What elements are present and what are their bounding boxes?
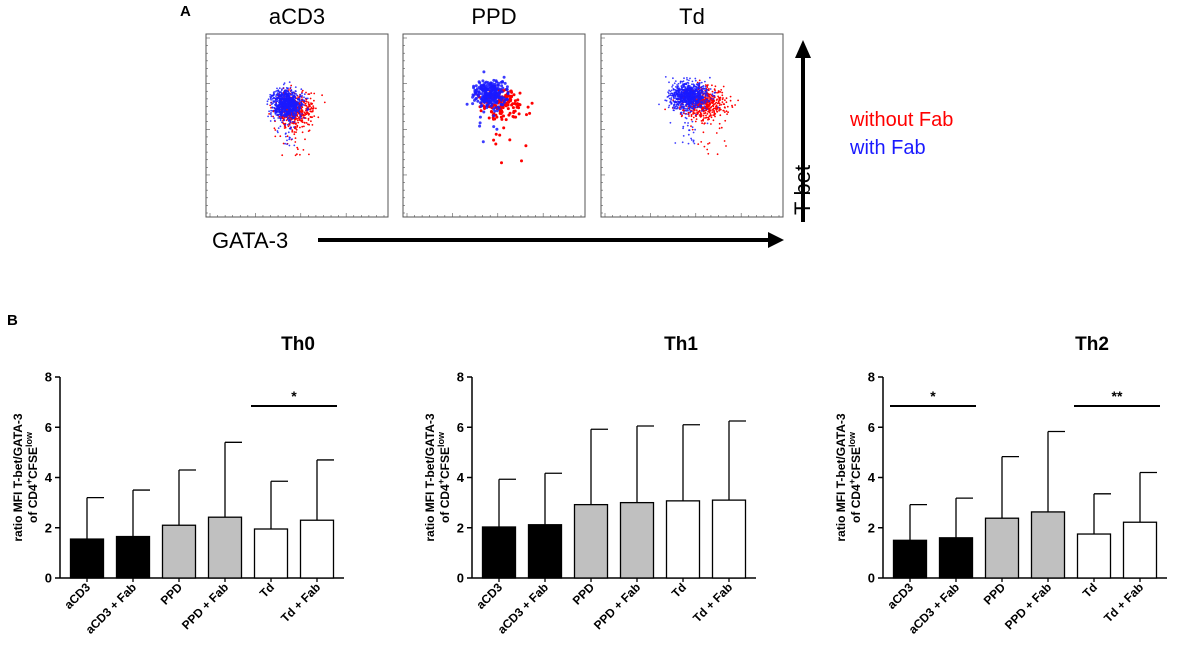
y-tick-label: 2	[45, 520, 52, 535]
bar	[1122, 521, 1158, 579]
flow-plot-title: PPD	[471, 4, 516, 29]
bar	[161, 524, 197, 579]
chart-title: Th2	[1075, 334, 1109, 355]
flow-plot-title: aCD3	[269, 4, 325, 29]
y-tick-label: 4	[45, 470, 53, 485]
category-label: Td + Fab	[690, 580, 735, 625]
y-axis-label: ratio MFI T-bet/GATA-3of CD4+CFSElow	[423, 413, 452, 542]
bar	[115, 535, 151, 579]
flow-plot-title: Td	[679, 4, 705, 29]
bar-chart-th0: Th0 ratio MFI T-bet/GATA-3of CD4+CFSElow 0…	[11, 334, 344, 637]
bar	[573, 503, 609, 579]
legend-without-fab: without Fab	[849, 109, 953, 131]
y-axis-arrowhead	[795, 40, 811, 58]
y-tick-label: 0	[457, 571, 464, 586]
category-label: Td	[1080, 580, 1100, 600]
bar	[619, 501, 655, 579]
flow-plot-ticks	[403, 37, 582, 217]
category-label: PPD + Fab	[179, 580, 231, 632]
y-tick-label: 6	[868, 420, 875, 435]
y-tick-label: 0	[868, 571, 875, 586]
flow-plot-ppd: PPD	[402, 4, 586, 218]
y-axis-name: T-bet	[790, 165, 815, 215]
legend-with-fab: with Fab	[849, 137, 926, 159]
panel-b-label: B	[7, 312, 18, 329]
category-label: Td	[257, 580, 277, 600]
category-label: PPD	[570, 580, 598, 608]
y-tick-label: 4	[457, 470, 465, 485]
with-fab-events	[658, 76, 720, 145]
category-label: Td + Fab	[1101, 580, 1146, 625]
bar	[984, 517, 1020, 579]
flow-plot-td: Td	[600, 4, 784, 218]
x-axis-arrowhead	[768, 232, 784, 248]
bar	[69, 538, 105, 579]
flow-plot-ticks	[601, 37, 780, 217]
bar	[1030, 511, 1066, 579]
bar	[938, 537, 974, 579]
flow-plot-acd3: aCD3	[205, 4, 389, 218]
bar	[207, 516, 243, 579]
bar	[299, 519, 335, 579]
y-tick-label: 6	[45, 420, 52, 435]
y-tick-label: 6	[457, 420, 464, 435]
panel-a-label: A	[180, 3, 191, 20]
significance-label: *	[291, 388, 297, 404]
flow-plot-frame	[600, 33, 784, 218]
bar	[253, 528, 289, 579]
category-label: PPD	[158, 580, 186, 608]
y-tick-label: 2	[457, 520, 464, 535]
category-label: PPD	[981, 580, 1009, 608]
category-label: Td + Fab	[278, 580, 323, 625]
flow-plot-ticks	[206, 37, 385, 217]
category-label: Td	[669, 580, 689, 600]
category-label: PPD + Fab	[1002, 580, 1054, 632]
category-label: aCD3	[474, 580, 506, 612]
bar	[481, 526, 517, 579]
category-label: PPD + Fab	[591, 580, 643, 632]
y-tick-label: 8	[457, 370, 464, 385]
bar-chart-th2: Th2 ratio MFI T-bet/GATA-3of CD4+CFSElow 0…	[834, 334, 1167, 637]
significance-label: **	[1112, 388, 1123, 404]
legend: without Fab with Fab	[849, 109, 953, 159]
bar-charts: Th0 ratio MFI T-bet/GATA-3of CD4+CFSElow 0…	[11, 334, 1167, 637]
x-axis-name: GATA-3	[212, 228, 288, 253]
y-tick-label: 0	[45, 571, 52, 586]
chart-title: Th0	[281, 334, 315, 355]
y-tick-label: 8	[868, 370, 875, 385]
significance-label: *	[930, 388, 936, 404]
with-fab-events	[465, 70, 510, 144]
y-axis-label: ratio MFI T-bet/GATA-3of CD4+CFSElow	[11, 413, 40, 542]
bar	[527, 524, 563, 579]
bar	[711, 499, 747, 579]
chart-title: Th1	[664, 334, 698, 355]
y-tick-label: 8	[45, 370, 52, 385]
bar	[892, 539, 928, 579]
y-tick-label: 2	[868, 520, 875, 535]
bar	[1076, 533, 1112, 579]
bar	[665, 500, 701, 579]
y-tick-label: 4	[868, 470, 876, 485]
y-axis-label: ratio MFI T-bet/GATA-3of CD4+CFSElow	[834, 413, 863, 542]
category-label: aCD3	[885, 580, 917, 612]
category-label: aCD3	[62, 580, 94, 612]
flow-plots: aCD3 PPD Td	[205, 4, 784, 218]
with-fab-events	[266, 81, 310, 147]
bar-chart-th1: Th1 ratio MFI T-bet/GATA-3of CD4+CFSElow 0…	[423, 334, 756, 637]
